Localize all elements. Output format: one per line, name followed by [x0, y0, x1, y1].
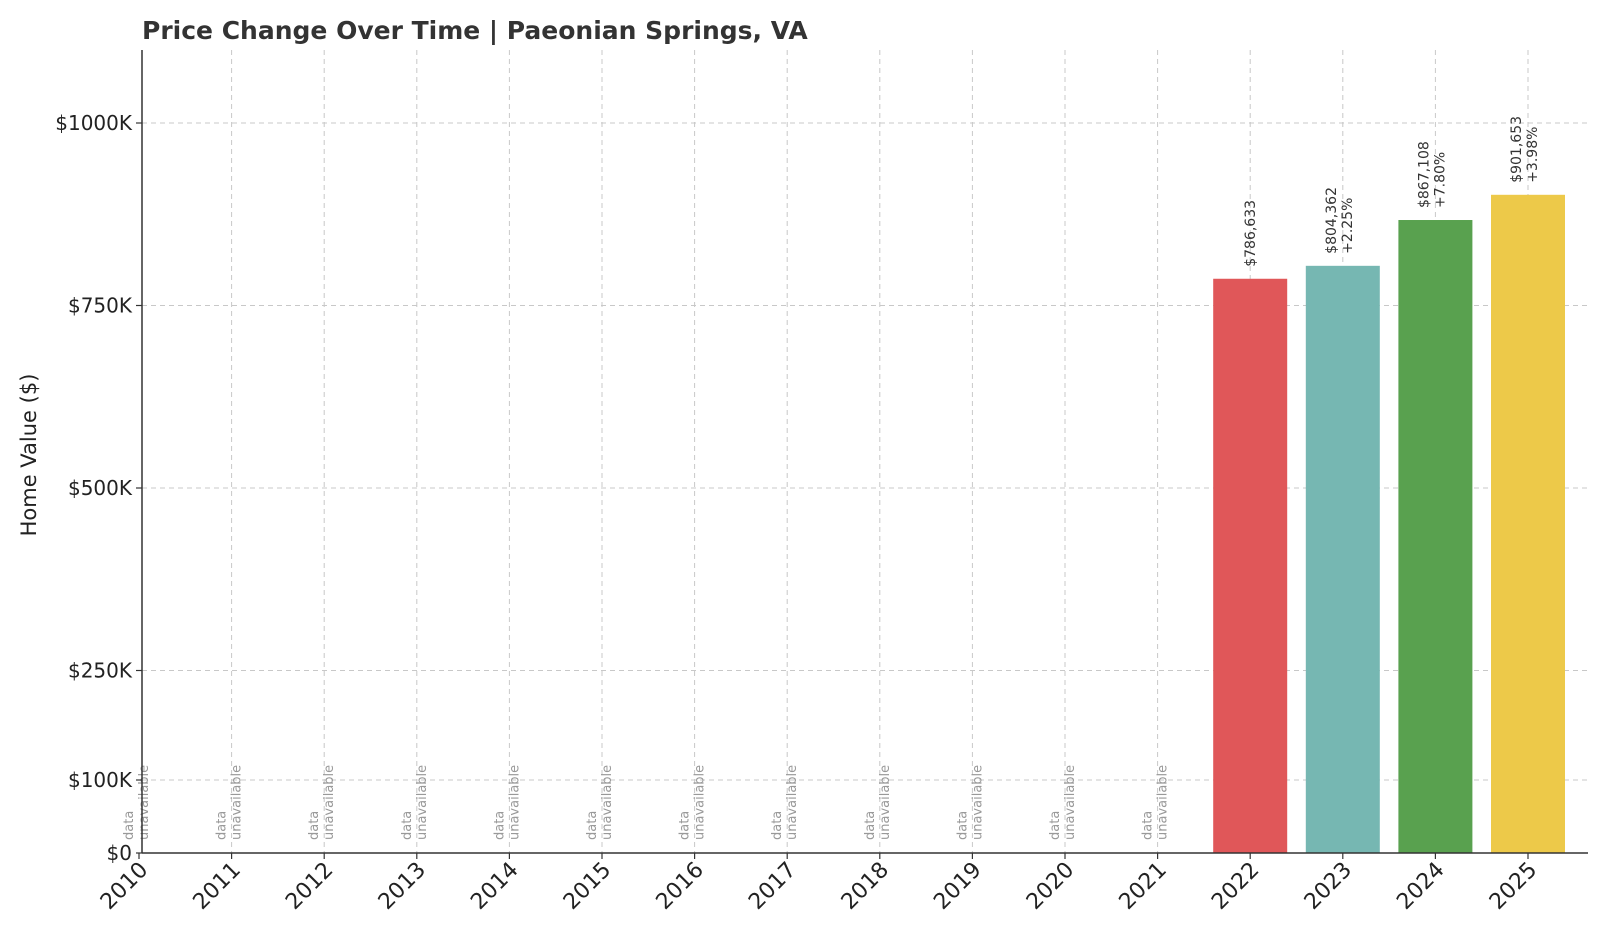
value-label-2022: $786,633 — [1243, 200, 1259, 267]
value-label-2024: $867,108 — [1416, 141, 1432, 208]
y-axis-label: Home Value ($) — [17, 374, 41, 537]
x-tick-label-2010: 2010 — [96, 858, 153, 915]
missing-label-2021: data — [1141, 811, 1156, 840]
data-labels: data unavailable data unavailable data unavai… — [122, 116, 1541, 840]
x-tick-label-2014: 2014 — [466, 858, 523, 915]
missing-label-2015: unavailable — [600, 765, 615, 840]
missing-label-2012: unavailable — [322, 765, 337, 840]
x-tick-label-2012: 2012 — [281, 858, 338, 915]
missing-label-2010: data — [122, 811, 137, 840]
change-label-2023: +2.25% — [1340, 198, 1356, 254]
missing-label-2011: data — [215, 811, 230, 840]
y-tick-label: $250K — [68, 659, 133, 683]
missing-label-2012: data — [307, 811, 322, 840]
missing-label-2020: unavailable — [1063, 765, 1078, 840]
change-label-2024: +7.80% — [1432, 152, 1448, 208]
missing-label-2015: data — [585, 811, 600, 840]
change-label-2025: +3.98% — [1525, 127, 1541, 183]
missing-label-2010: unavailable — [137, 765, 152, 840]
bars — [1213, 194, 1565, 853]
missing-label-2019: unavailable — [970, 765, 985, 840]
x-tick-label-2011: 2011 — [189, 858, 246, 915]
missing-label-2011: unavailable — [230, 765, 245, 840]
x-tick-label-2020: 2020 — [1022, 858, 1079, 915]
missing-label-2021: unavailable — [1156, 765, 1171, 840]
missing-label-2017: unavailable — [785, 765, 800, 840]
x-tick-label-2019: 2019 — [929, 858, 986, 915]
missing-label-2013: data — [400, 811, 415, 840]
missing-label-2013: unavailable — [415, 765, 430, 840]
x-tick-label-2022: 2022 — [1207, 858, 1264, 915]
x-tick-label-2018: 2018 — [837, 858, 894, 915]
bar-2024 — [1398, 220, 1473, 853]
bar-2022 — [1213, 278, 1288, 853]
missing-label-2016: unavailable — [693, 765, 708, 840]
y-tick-label: $1000K — [55, 111, 133, 135]
y-tick-label: $0 — [107, 841, 132, 865]
missing-label-2019: data — [955, 811, 970, 840]
value-label-2023: $804,362 — [1324, 187, 1340, 254]
missing-label-2018: data — [863, 811, 878, 840]
x-tick-label-2023: 2023 — [1300, 858, 1357, 915]
missing-label-2017: data — [770, 811, 785, 840]
missing-label-2014: unavailable — [507, 765, 522, 840]
bar-2025 — [1491, 194, 1565, 853]
x-tick-label-2016: 2016 — [652, 858, 709, 915]
x-tick-label-2025: 2025 — [1485, 858, 1542, 915]
x-tick-label-2017: 2017 — [744, 858, 801, 915]
x-tick-label-2013: 2013 — [374, 858, 431, 915]
chart-title: Price Change Over Time | Paeonian Spring… — [142, 16, 808, 45]
y-tick-label: $500K — [68, 476, 133, 500]
missing-label-2016: data — [678, 811, 693, 840]
bar-2023 — [1305, 265, 1380, 853]
x-tick-label-2024: 2024 — [1392, 858, 1449, 915]
missing-label-2018: unavailable — [878, 765, 893, 840]
missing-label-2014: data — [492, 811, 507, 840]
missing-label-2020: data — [1048, 811, 1063, 840]
x-tick-label-2015: 2015 — [559, 858, 616, 915]
y-tick-label: $750K — [68, 294, 133, 318]
x-tick-label-2021: 2021 — [1115, 858, 1172, 915]
y-tick-label: $100K — [68, 768, 133, 792]
value-label-2025: $901,653 — [1509, 116, 1525, 183]
